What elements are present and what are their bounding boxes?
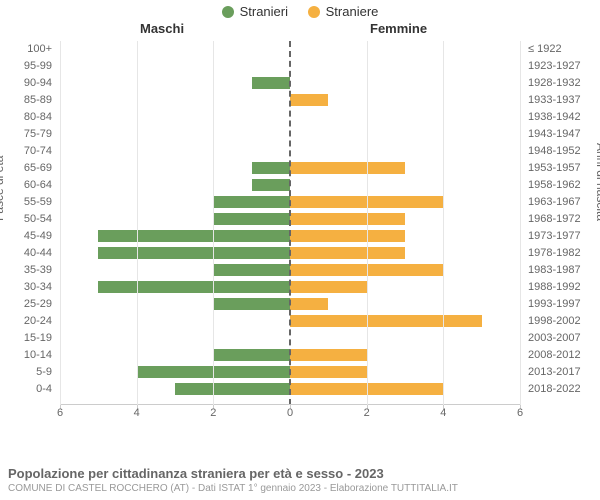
x-axis: 6 4 2 0 2 4 6	[60, 407, 520, 423]
age-label: 10-14	[0, 349, 52, 361]
y-axis-year-labels: ≤ 1922 1923-1927 1928-1932 1933-1937 1938-19…	[524, 41, 600, 405]
year-label: 1928-1932	[528, 77, 600, 89]
bar-female	[290, 230, 405, 242]
year-label: 1988-1992	[528, 281, 600, 293]
chart-subtitle: COMUNE DI CASTEL ROCCHERO (AT) - Dati IS…	[8, 483, 458, 494]
plot-half-male	[60, 41, 290, 405]
bar-male	[213, 298, 290, 310]
gridline	[443, 41, 444, 405]
year-label: 2018-2022	[528, 383, 600, 395]
legend-label-male: Stranieri	[240, 4, 288, 19]
gridline	[60, 41, 61, 405]
age-label: 15-19	[0, 332, 52, 344]
bar-male	[252, 162, 290, 174]
gridline	[367, 41, 368, 405]
legend-swatch-female	[308, 6, 320, 18]
age-label: 5-9	[0, 366, 52, 378]
age-label: 20-24	[0, 315, 52, 327]
year-label: 1953-1957	[528, 162, 600, 174]
year-label: 1998-2002	[528, 315, 600, 327]
age-label: 90-94	[0, 77, 52, 89]
year-label: 1943-1947	[528, 128, 600, 140]
bar-male	[98, 281, 290, 293]
age-label: 40-44	[0, 247, 52, 259]
bar-male	[175, 383, 290, 395]
age-label: 60-64	[0, 179, 52, 191]
bar-female	[290, 366, 367, 378]
age-label: 75-79	[0, 128, 52, 140]
header-female: Femmine	[370, 21, 427, 36]
plot-half-female	[290, 41, 520, 405]
x-tick-label: 6	[517, 407, 523, 419]
bar-male	[213, 264, 290, 276]
header-male: Maschi	[140, 21, 184, 36]
chart-container: Stranieri Straniere Maschi Femmine Fasce…	[0, 0, 600, 500]
year-label: 1923-1927	[528, 60, 600, 72]
age-label: 80-84	[0, 111, 52, 123]
year-label: 1933-1937	[528, 94, 600, 106]
year-label: 1978-1982	[528, 247, 600, 259]
legend: Stranieri Straniere	[0, 0, 600, 21]
x-tick-label: 2	[364, 407, 370, 419]
chart-title: Popolazione per cittadinanza straniera p…	[8, 466, 458, 481]
bar-male	[252, 179, 290, 191]
year-label: ≤ 1922	[528, 43, 600, 55]
x-tick-label: 2	[210, 407, 216, 419]
year-label: 1958-1962	[528, 179, 600, 191]
age-label: 100+	[0, 43, 52, 55]
age-label: 55-59	[0, 196, 52, 208]
year-label: 1973-1977	[528, 230, 600, 242]
age-label: 85-89	[0, 94, 52, 106]
age-label: 45-49	[0, 230, 52, 242]
year-label: 1948-1952	[528, 145, 600, 157]
y-axis-age-labels: 100+ 95-99 90-94 85-89 80-84 75-79 70-74 65-69 6…	[0, 41, 56, 405]
plot-area	[60, 41, 520, 405]
bar-female	[290, 213, 405, 225]
bar-male	[98, 247, 290, 259]
bar-female	[290, 94, 328, 106]
bar-female	[290, 315, 482, 327]
bar-female	[290, 281, 367, 293]
x-tick-label: 0	[287, 407, 293, 419]
chart-footer: Popolazione per cittadinanza straniera p…	[8, 466, 458, 494]
bar-male	[213, 349, 290, 361]
column-headers: Maschi Femmine	[0, 21, 600, 41]
center-divider	[289, 41, 291, 405]
bar-male	[252, 77, 290, 89]
gridline	[520, 41, 521, 405]
year-label: 1938-1942	[528, 111, 600, 123]
year-label: 1968-1972	[528, 213, 600, 225]
gridline	[137, 41, 138, 405]
legend-item-male: Stranieri	[222, 4, 288, 19]
bar-female	[290, 247, 405, 259]
age-label: 95-99	[0, 60, 52, 72]
bar-male	[213, 213, 290, 225]
bar-female	[290, 298, 328, 310]
age-label: 25-29	[0, 298, 52, 310]
age-label: 35-39	[0, 264, 52, 276]
x-tick-label: 6	[57, 407, 63, 419]
year-label: 1963-1967	[528, 196, 600, 208]
x-tick-label: 4	[440, 407, 446, 419]
chart-area: Fasce di età Anni di nascita 100+95-9990…	[0, 41, 600, 441]
bar-female	[290, 162, 405, 174]
gridline	[213, 41, 214, 405]
legend-label-female: Straniere	[326, 4, 379, 19]
year-label: 2013-2017	[528, 366, 600, 378]
bar-male	[98, 230, 290, 242]
age-label: 70-74	[0, 145, 52, 157]
year-label: 2008-2012	[528, 349, 600, 361]
age-label: 30-34	[0, 281, 52, 293]
year-label: 1983-1987	[528, 264, 600, 276]
bar-male	[213, 196, 290, 208]
bar-female	[290, 349, 367, 361]
legend-swatch-male	[222, 6, 234, 18]
legend-item-female: Straniere	[308, 4, 379, 19]
x-tick-label: 4	[134, 407, 140, 419]
age-label: 50-54	[0, 213, 52, 225]
year-label: 1993-1997	[528, 298, 600, 310]
age-label: 65-69	[0, 162, 52, 174]
age-label: 0-4	[0, 383, 52, 395]
year-label: 2003-2007	[528, 332, 600, 344]
